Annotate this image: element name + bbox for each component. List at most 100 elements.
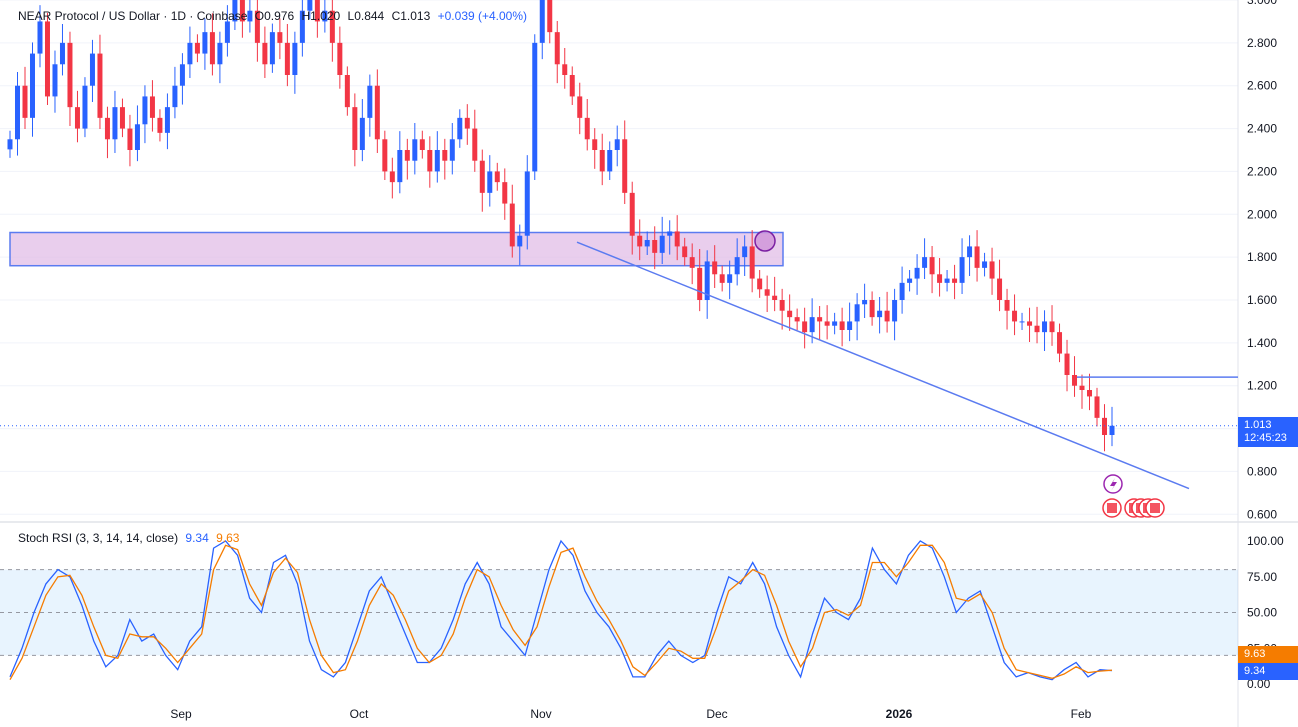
candle-body xyxy=(779,300,785,311)
candle-body xyxy=(277,32,283,43)
candle-body xyxy=(1049,321,1055,333)
candle-body xyxy=(509,203,515,247)
candles xyxy=(7,0,1115,452)
candle-body xyxy=(202,32,208,54)
candle-body xyxy=(449,139,455,161)
candle-body xyxy=(247,10,253,22)
candle-body xyxy=(434,150,440,172)
candle-body xyxy=(37,21,43,54)
candle-body xyxy=(262,42,268,65)
price-tick-label: 1.400 xyxy=(1247,336,1277,350)
candle-body xyxy=(562,64,568,75)
drawings xyxy=(0,230,1238,490)
flag-event-glyph xyxy=(1150,503,1160,513)
symbol-label[interactable]: NEAR Protocol / US Dollar · 1D · Coinbas… xyxy=(18,9,248,23)
candle-body xyxy=(104,117,110,140)
candle-body xyxy=(97,53,103,118)
candle-body xyxy=(89,53,95,86)
low-value: L0.844 xyxy=(347,9,385,23)
candle-body xyxy=(742,246,748,258)
candle-body xyxy=(689,257,695,268)
candle-body xyxy=(772,295,778,300)
candle-body xyxy=(824,321,830,326)
candle-body xyxy=(667,231,673,236)
candle-body xyxy=(67,42,73,108)
bar-countdown: 12:45:23 xyxy=(1244,432,1287,444)
candle-body xyxy=(629,192,635,236)
candle-body xyxy=(224,21,230,43)
candle-body xyxy=(1102,417,1108,435)
candle-body xyxy=(682,246,688,258)
stoch-header: Stoch RSI (3, 3, 14, 14, close) 9.34 9.6… xyxy=(18,531,239,545)
candle-body xyxy=(157,117,163,133)
candle-body xyxy=(322,10,328,22)
candle-body xyxy=(187,42,193,65)
candle-body xyxy=(802,321,808,333)
candle-body xyxy=(389,171,395,183)
candle-body xyxy=(809,317,815,333)
stoch-tick-label: 50.00 xyxy=(1247,606,1277,620)
candle-body xyxy=(532,42,538,172)
stoch-d-value: 9.63 xyxy=(216,531,240,545)
candle-body xyxy=(7,139,13,150)
price-tick-label: 2.600 xyxy=(1247,79,1277,93)
candle-body xyxy=(607,150,613,172)
candle-body xyxy=(29,53,35,118)
stoch-k-tag: 9.34 xyxy=(1238,663,1298,680)
candle-body xyxy=(674,231,680,247)
candle-body xyxy=(359,117,365,150)
candle-body xyxy=(997,278,1003,300)
candle-body xyxy=(464,117,470,129)
candle-body xyxy=(194,42,200,54)
candle-body xyxy=(524,171,530,236)
highlight-circle xyxy=(754,230,776,252)
chart-header: NEAR Protocol / US Dollar · 1D · Coinbas… xyxy=(18,9,531,23)
candle-body xyxy=(539,0,545,43)
candle-body xyxy=(577,96,583,118)
candle-body xyxy=(427,150,433,172)
candle-body xyxy=(457,117,463,140)
stoch-d-tag: 9.63 xyxy=(1238,646,1298,663)
lightning-icon-glyph xyxy=(1110,478,1117,491)
candle-body xyxy=(517,235,523,247)
candle-body xyxy=(164,107,170,133)
candle-body xyxy=(442,150,448,161)
candle-body xyxy=(554,32,560,65)
candle-body xyxy=(292,42,298,75)
candle-body xyxy=(787,310,793,318)
candle-body xyxy=(892,300,898,322)
candle-body xyxy=(344,75,350,108)
candle-body xyxy=(14,85,20,140)
candle-body xyxy=(127,128,133,150)
candle-body xyxy=(352,107,358,150)
candle-body xyxy=(134,124,140,150)
candle-body xyxy=(1027,321,1033,326)
high-value: H1.020 xyxy=(301,9,341,23)
candle-body xyxy=(479,160,485,193)
price-tick-label: 2.400 xyxy=(1247,122,1277,136)
candle-body xyxy=(922,257,928,268)
candle-body xyxy=(367,85,373,118)
candle-body xyxy=(22,85,28,118)
candle-body xyxy=(149,96,155,118)
price-tick-label: 2.800 xyxy=(1247,36,1277,50)
candle-body xyxy=(1087,390,1093,397)
stoch-label[interactable]: Stoch RSI (3, 3, 14, 14, close) xyxy=(18,531,179,545)
candle-body xyxy=(869,300,875,318)
candle-body xyxy=(217,42,223,65)
candle-body xyxy=(269,32,275,65)
candle-body xyxy=(989,261,995,279)
candle-body xyxy=(1019,321,1025,323)
stoch-d-line xyxy=(9,544,1113,681)
candle-body xyxy=(232,0,238,22)
candle-body xyxy=(1004,300,1010,311)
open-value: O0.976 xyxy=(254,9,295,23)
candle-body xyxy=(1012,310,1018,322)
candle-body xyxy=(749,246,755,279)
candle-body xyxy=(314,0,320,22)
candle-body xyxy=(44,21,50,97)
candle-body xyxy=(502,182,508,204)
candle-body xyxy=(659,235,665,253)
candle-body xyxy=(944,278,950,283)
